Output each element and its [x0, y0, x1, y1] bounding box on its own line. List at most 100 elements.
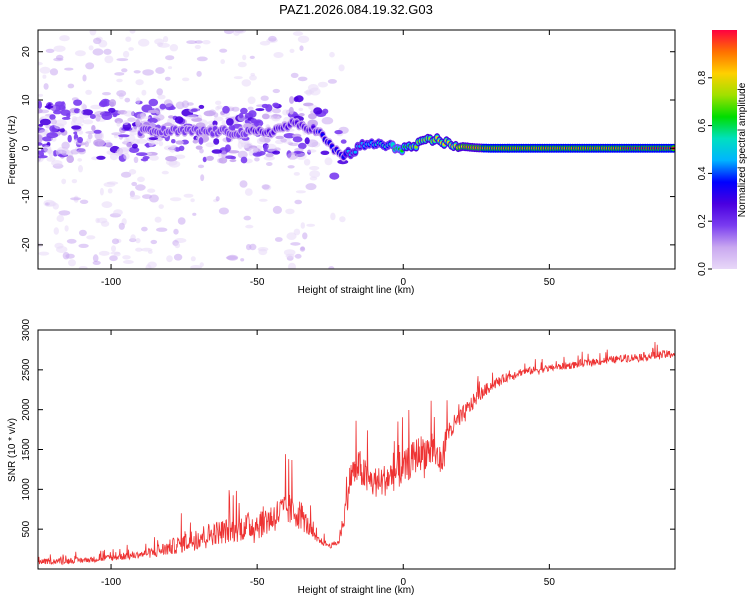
spectrogram-blob [66, 113, 71, 118]
spectrogram-blob [258, 198, 268, 202]
spectrogram-blob [148, 140, 154, 147]
spectrogram-blob [142, 194, 152, 200]
spectrogram-blob [78, 148, 86, 155]
spectrogram-blob [116, 58, 129, 62]
spectrogram-blob [248, 110, 257, 118]
spectrogram-blob [287, 152, 298, 160]
spectrogram-blob [289, 48, 295, 54]
spectrogram-blob [38, 155, 48, 159]
spectrogram-blob [78, 243, 89, 248]
spectrogram-blob [135, 97, 141, 104]
spectrogram-blob [150, 239, 158, 245]
spectrogram-blob [285, 253, 295, 259]
spectrogram-blob [135, 184, 146, 191]
spectrogram-blob [88, 45, 94, 51]
colorbar-tick-label: 0.6 [697, 118, 708, 132]
spectrogram-blob [38, 108, 43, 114]
spectrogram-blob [126, 142, 133, 148]
spectrogram-blob [292, 31, 304, 36]
spectrogram-blob [54, 242, 64, 249]
spectrogram-blob [149, 155, 159, 161]
spectrogram-blob [232, 30, 241, 36]
spectrogram-blob [261, 113, 270, 120]
spectrogram-blob [199, 262, 204, 267]
spectrogram-blob [231, 106, 240, 112]
spectrogram-blob [93, 139, 105, 147]
colorbar-tick-label: 0.4 [697, 166, 708, 180]
spectrogram-blob [263, 144, 268, 153]
spectrogram-blob [66, 155, 74, 164]
spectrogram-blob [327, 79, 337, 84]
spectrogram-blob [98, 250, 110, 256]
spectrogram-blob [49, 68, 59, 76]
spectrogram-blob [261, 184, 270, 190]
spectrogram-blob [112, 113, 117, 118]
spectrogram-blob [101, 201, 113, 209]
spectrogram-blob [198, 104, 205, 109]
spectrogram-blob [129, 131, 137, 136]
spectrogram-blob [320, 150, 330, 155]
spectrogram-blob [237, 150, 248, 159]
spectrogram-blob [250, 72, 255, 77]
spectrogram-blob [294, 253, 302, 259]
spectrogram-blob [71, 125, 82, 130]
spectrogram-blob [263, 155, 275, 161]
spectrogram-blob [339, 216, 346, 223]
spectrogram-blob [306, 223, 316, 227]
spectrogram-blob [125, 36, 132, 42]
spectrogram-blob [39, 118, 52, 126]
spectrogram-blob [50, 118, 57, 125]
spectrogram-blob [130, 234, 136, 242]
spectrogram-x-label: Height of straight line (km) [298, 285, 415, 296]
spectrogram-blob [156, 227, 168, 232]
spectrogram-blob [111, 132, 122, 136]
spectrogram-blob [92, 260, 101, 265]
spectrogram-blob [329, 172, 340, 180]
spectrogram-blob [78, 109, 84, 115]
spectrogram-blob [165, 155, 178, 162]
spectrogram-blob [293, 96, 299, 102]
spectrogram-blob [110, 251, 121, 255]
spectrogram-blob [72, 116, 85, 124]
colorbar-tick-label: 0.0 [697, 262, 708, 276]
spectrogram-blob [78, 165, 83, 173]
y-tick-label: 1000 [21, 478, 32, 501]
spectrogram-blob [313, 107, 323, 115]
spectrogram-blob [141, 89, 147, 96]
spectrogram-blob [272, 108, 281, 114]
spectrogram-blob [175, 101, 185, 110]
y-tick-label: 500 [21, 520, 32, 537]
spectrogram-blob [129, 195, 141, 200]
spectrogram-blob [133, 70, 141, 74]
spectrogram-blob [240, 156, 248, 164]
spectrogram-blob [43, 83, 49, 90]
spectrogram-blob [256, 137, 266, 145]
spectrogram-blob [307, 84, 319, 92]
spectrogram-blob [169, 145, 176, 153]
spectrogram-blob [122, 120, 129, 126]
spectrogram-blob [165, 55, 175, 61]
spectrogram-blob [275, 135, 285, 140]
x-tick-label: 0 [400, 277, 406, 288]
spectrogram-blob [44, 105, 54, 109]
y-tick-label: -10 [21, 189, 32, 204]
spectrogram-blob [141, 226, 148, 232]
spectrogram-blob [70, 197, 82, 201]
spectrogram-blob [51, 160, 63, 167]
spectrogram-blob [128, 146, 140, 153]
spectrogram-blob [273, 52, 284, 58]
spectrogram-blob [66, 238, 77, 244]
spectrogram-blob [123, 152, 130, 160]
spectrogram-blob [241, 79, 252, 87]
spectrogram-blob [118, 222, 125, 230]
spectrogram-blob [206, 155, 214, 161]
spectrogram-blob [123, 137, 130, 144]
spectrogram-blob [182, 77, 190, 82]
spectrogram-blob [158, 141, 164, 147]
spectrogram-blob [260, 95, 269, 101]
spectrogram-blob [288, 106, 294, 115]
spectrogram-blob [230, 156, 236, 160]
spectrogram-blob [285, 208, 295, 215]
spectrogram-blob [99, 187, 104, 196]
y-tick-label: 0 [21, 145, 32, 151]
